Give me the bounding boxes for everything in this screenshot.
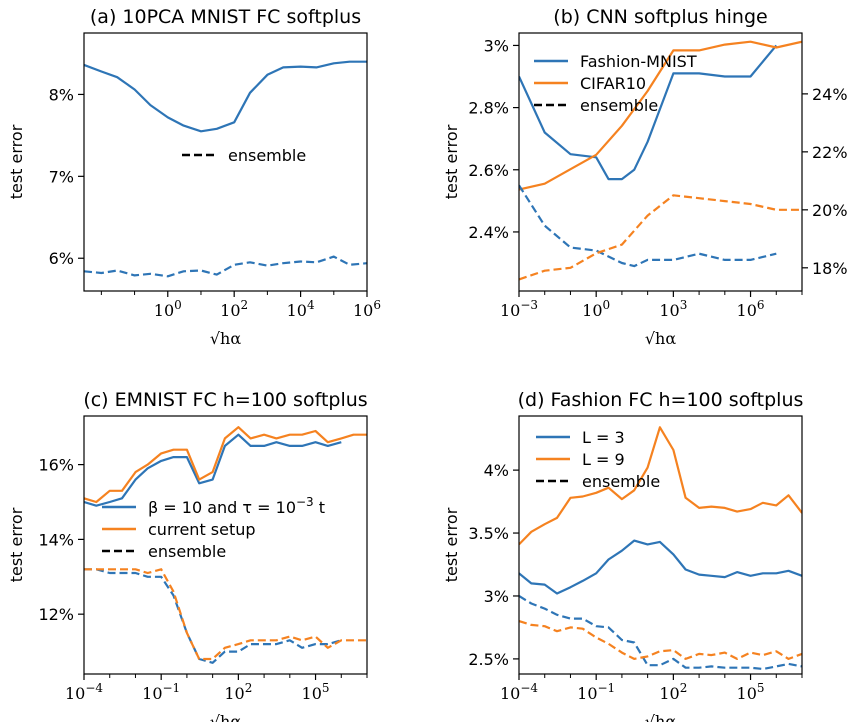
x-tick-label: 105 [737,681,765,703]
y-tick-label: 4% [484,461,509,480]
axes-frame [83,415,368,675]
legend-label: L = 3 [582,428,625,447]
series-line-orange-dashed [84,568,367,661]
plot-area [519,426,802,671]
axes-frame [83,32,368,292]
x-tick-label: 100 [154,298,182,320]
legend-label: ensemble [580,96,658,115]
y-tick-label: 14% [38,530,74,549]
plot-area [519,40,802,281]
x-axis-label: √hα [645,329,677,348]
legend: Fashion-MNIST CIFAR10 ensemble [534,52,697,115]
x-tick-label: 102 [220,298,248,320]
panel-3: (c) EMNIST FC h=100 softplus test error √h… [7,389,368,722]
y-tick-label: 2.5% [468,650,509,669]
legend-label: ensemble [228,146,306,165]
series-line-cifar10 [519,40,802,191]
plot-area [84,60,367,278]
chart-title: (b) CNN softplus hinge [553,6,767,28]
y-tick-label: 6% [49,249,74,268]
series-line-l-9 [519,426,802,546]
x-axis-label: √hα [210,329,242,348]
legend: ensemble [182,146,306,165]
x-tick-label: 106 [737,298,765,320]
series-line-fashion-mnist [519,44,778,181]
x-tick-label: 102 [224,681,252,703]
series-line-l-3 [519,539,802,595]
series-line-blue-dashed [519,184,777,268]
y-tick-label: 2.4% [468,223,509,242]
legend-label: ensemble [582,472,660,491]
legend-label: CIFAR10 [580,74,646,93]
x-axis-label: √hα [210,712,242,722]
chart-title: (d) Fashion FC h=100 softplus [518,389,804,411]
panel-2: (b) CNN softplus hinge test error √hα 10−3 1… [442,6,848,348]
y-right-tick-label: 18% [812,259,848,278]
panel-1: (a) 10PCA MNIST FC softplus test error √hα… [7,6,381,348]
x-tick-label: 103 [659,298,687,320]
series-line-blue-dashed [519,595,802,671]
y-tick-label: 12% [38,605,74,624]
axes-frame [518,415,803,675]
y-tick-label: 3% [484,587,509,606]
legend-label: current setup [148,520,256,539]
legend-label: Fashion-MNIST [580,52,697,71]
series-line-current-setup [84,426,367,504]
y-right-tick-label: 20% [812,201,848,220]
series-line--10-and-10-3-t [84,433,342,507]
y-tick-label: 16% [38,456,74,475]
x-tick-label: 10−4 [65,681,103,703]
x-tick-label: 10−4 [500,681,538,703]
x-tick-label: 104 [287,298,315,320]
x-tick-label: 10−1 [142,681,180,703]
y-tick-label: 3.5% [468,524,509,543]
series-line-blue-dashed [84,255,367,278]
series-line-blue-dashed [84,568,342,664]
y-axis-label: test error [442,124,461,199]
x-tick-label: 10−1 [577,681,615,703]
y-tick-label: 3% [484,36,509,55]
y-tick-label: 2.8% [468,99,509,118]
legend-label: β = 10 and τ = 10−3 t [148,495,325,517]
series-line-orange-dashed [519,194,802,281]
axes-frame [518,32,803,292]
x-tick-label: 10−3 [500,298,538,320]
legend-label: ensemble [148,542,226,561]
panel-4: (d) Fashion FC h=100 softplus test error √… [442,389,803,722]
y-tick-label: 2.6% [468,161,509,180]
chart-title: (c) EMNIST FC h=100 softplus [83,389,367,411]
y-axis-label: test error [442,507,461,582]
y-axis-label: test error [7,124,26,199]
y-tick-label: 7% [49,167,74,186]
plot-area [84,426,367,664]
chart-title: (a) 10PCA MNIST FC softplus [90,6,361,28]
y-right-tick-label: 22% [812,143,848,162]
x-tick-label: 106 [353,298,381,320]
y-right-tick-label: 24% [812,85,848,104]
x-axis-label: √hα [645,712,677,722]
series-line-blue-solid [84,60,367,133]
series-line-orange-dashed [519,620,802,661]
legend: L = 3 L = 9 ensemble [536,428,660,491]
x-tick-label: 105 [302,681,330,703]
x-tick-label: 102 [659,681,687,703]
legend-label: L = 9 [582,450,625,469]
x-tick-label: 100 [582,298,610,320]
y-tick-label: 8% [49,85,74,104]
y-axis-label: test error [7,507,26,582]
legend: β = 10 and τ = 10−3 t current setup ensemb… [102,495,325,561]
